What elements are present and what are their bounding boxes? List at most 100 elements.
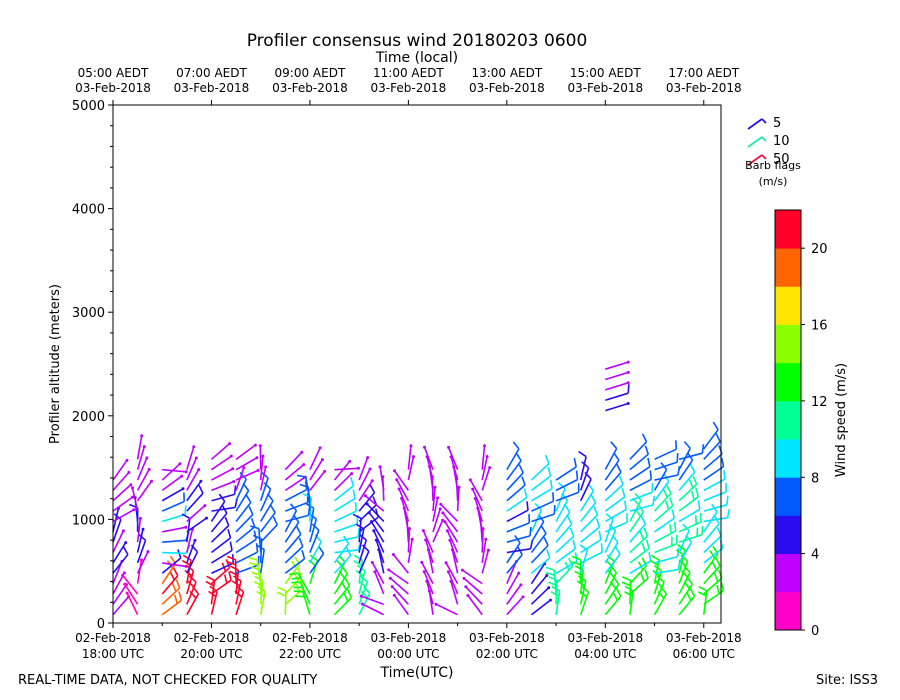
wind-barb [284,537,304,564]
wind-barb [136,527,145,553]
wind-barb [530,525,547,554]
wind-barb [604,546,621,574]
wind-barb [112,529,125,553]
wind-barb [309,523,320,553]
y-tick-label: 0 [97,617,105,632]
wind-barb [211,485,237,502]
wind-barb [654,453,679,471]
wind-barb [629,470,652,492]
wind-barb [186,479,203,502]
y-tick-label: 1000 [72,513,105,528]
wind-barb [161,567,179,595]
colorbar-segment [775,324,801,364]
wind-barb [545,566,557,595]
wind-barb [678,444,705,461]
wind-barb [395,478,410,502]
wind-barb [226,555,237,584]
wind-barb [123,582,139,605]
wind-barb [277,586,287,615]
top-tick-date: 03-Feb-2018 [567,81,643,95]
colorbar-tick-label: 20 [811,242,828,257]
wind-barb [580,506,599,533]
wind-barb [605,402,630,412]
wind-barbs [112,360,731,616]
wind-barb [358,544,370,574]
colorbar-segment [775,477,801,516]
wind-barb [654,440,678,461]
wind-barb [161,579,181,605]
x-tick-date: 03-Feb-2018 [469,631,545,645]
wind-barb [653,485,672,512]
colorbar-segment [775,248,801,287]
wind-barb [629,496,655,512]
wind-barb [530,598,552,616]
wind-barb [530,574,549,595]
wind-barb [678,441,692,471]
wind-barb [678,525,704,543]
wind-barb [604,452,620,481]
x-tick-date: 03-Feb-2018 [666,631,742,645]
wind-barb [284,525,302,554]
wind-barb [460,568,483,585]
wind-barb [186,575,197,605]
wind-barb [703,433,721,460]
wind-barb [161,487,185,502]
x-tick-time: 00:00 UTC [377,647,439,661]
wind-barb [506,476,526,502]
wind-barb [580,530,602,554]
y-tick-label: 3000 [72,306,105,321]
wind-barb [432,496,440,522]
wind-barb [629,433,648,460]
legend-label: 10 [773,134,790,149]
wind-barb [186,484,204,512]
colorbar-frame [774,209,802,631]
wind-barb [186,456,198,481]
wind-barb [481,466,492,491]
wind-barb [296,474,311,501]
x-tick-time: 02:00 UTC [476,647,538,661]
wind-barb [211,454,233,471]
wind-barb [629,483,654,502]
axis-ticks: 0 1000 2000 3000 4000 5000 02-Feb-2018 18:00 UT… [72,66,742,661]
wind-barb [580,543,603,564]
wind-barb [388,576,409,595]
wind-barb [367,511,385,533]
wind-barb [309,469,327,491]
wind-barb [186,504,207,523]
x-axis-label: Time(UTC) [380,665,454,681]
wind-barb [407,455,415,481]
wind-barb [506,583,523,605]
wind-barb [462,576,483,595]
top-tick-time: 07:00 AEDT [176,66,247,80]
wind-barb [530,454,550,481]
wind-barb [235,530,257,554]
wind-barb [136,550,150,574]
wind-barb [130,486,139,512]
wind-barb [443,520,459,543]
x-tick-time: 18:00 UTC [82,647,144,661]
y-tick-label: 5000 [72,99,105,114]
wind-barb [334,527,361,543]
wind-barb [211,541,233,564]
legend-swatch [747,118,763,130]
wind-barb [441,511,459,533]
colorbar-segment [775,553,801,593]
colorbar-tick-label: 4 [811,548,819,563]
wind-barb [393,469,410,491]
wind-barb [210,516,230,543]
wind-barb [464,585,483,605]
wind-barb [531,479,553,502]
wind-barb [506,488,528,512]
wind-barb [333,577,351,605]
wind-barb [432,485,437,512]
wind-barb [506,595,525,616]
wind-barb [629,527,649,554]
colorbar-label: Wind speed (m/s) [834,363,849,477]
wind-barb [334,514,359,533]
wind-barb [481,548,490,574]
wind-barb [678,523,690,553]
colorbar-segment [775,210,801,249]
wind-barb [258,444,262,470]
colorbar-segment [775,400,801,440]
wind-barb [363,494,385,512]
